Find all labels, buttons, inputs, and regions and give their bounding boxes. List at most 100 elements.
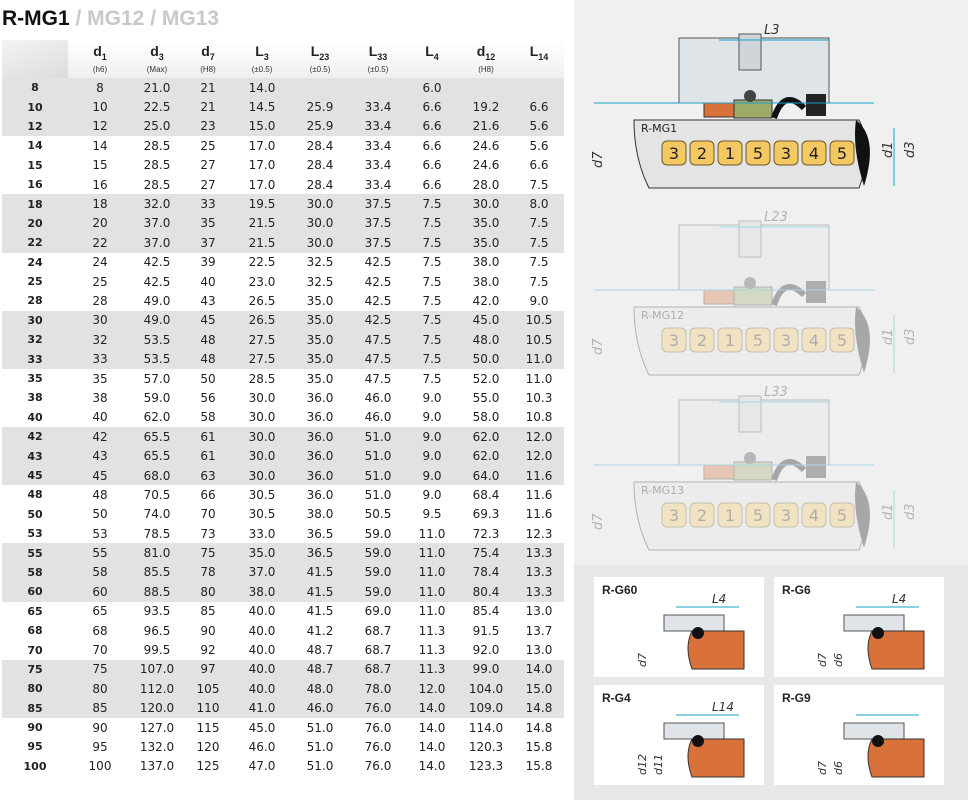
table-cell: 100 xyxy=(88,759,112,774)
table-cell: 7.5 xyxy=(406,349,458,369)
part-number-box xyxy=(717,502,743,528)
page-title: R-MG1 / MG12 / MG13 xyxy=(2,7,220,30)
table-cell: 68 xyxy=(92,623,108,638)
table-cell: 11.0 xyxy=(406,543,458,563)
table-cell: 59.0 xyxy=(350,582,406,602)
table-cell: 73 xyxy=(200,526,216,541)
table-cell: 48 xyxy=(182,349,234,369)
table-cell: 25.0 xyxy=(132,116,182,137)
diagram-label: R-MG12 xyxy=(641,309,684,322)
part-number: 3 xyxy=(669,331,679,350)
table-cell: 38.0 xyxy=(306,507,334,522)
table-cell: 46.0 xyxy=(290,698,350,718)
table-cell: 11.3 xyxy=(406,659,458,680)
table-row: 58 58 85.5 78 37.0 41.5 59.0 11.0 78.4 13.3 xyxy=(2,562,564,583)
table-cell xyxy=(350,78,406,98)
table-cell: 43 xyxy=(200,293,216,308)
table-row: 95 95 132.0 120 46.0 51.0 76.0 14.0 120.3 15.8 xyxy=(2,737,564,756)
table-cell: 114.0 xyxy=(468,720,504,735)
table-cell: 5.6 xyxy=(514,116,564,137)
part-number: 1 xyxy=(725,144,735,163)
seat-o-ring xyxy=(692,735,704,747)
table-cell: 30.0 xyxy=(248,390,276,405)
table-cell: 9.5 xyxy=(422,507,442,522)
table-cell: 30.0 xyxy=(290,233,350,253)
seat-body xyxy=(687,738,745,778)
table-cell: 32 xyxy=(68,330,132,350)
spring-ring xyxy=(806,94,826,116)
table-cell: 137.0 xyxy=(139,759,175,774)
table-cell: 17.0 xyxy=(248,138,276,153)
row-size: 100 xyxy=(23,759,47,773)
table-cell: 64.0 xyxy=(458,465,514,486)
table-cell: 43 xyxy=(68,446,132,466)
table-cell: 61 xyxy=(182,446,234,466)
row-size: 90 xyxy=(27,721,43,735)
table-cell: 37.5 xyxy=(350,233,406,253)
table-cell: 42.0 xyxy=(472,293,500,308)
table-cell: 92.0 xyxy=(472,643,500,658)
col-header-L14: L14 xyxy=(514,40,564,78)
seat-title: R-G60 xyxy=(602,583,638,597)
table-cell: 32.5 xyxy=(306,255,334,270)
part-number: 5 xyxy=(753,506,763,525)
table-cell: 41.5 xyxy=(290,582,350,602)
part-number-box xyxy=(773,502,799,528)
table-cell: 63 xyxy=(182,465,234,486)
table-cell: 65.5 xyxy=(132,427,182,447)
col-tolerance: (Max) xyxy=(146,64,168,74)
housing xyxy=(678,399,830,466)
shaft-end xyxy=(855,120,870,186)
set-screw xyxy=(738,395,762,433)
row-size: 48 xyxy=(27,488,43,502)
col-symbol: L xyxy=(425,43,434,59)
table-cell: 110 xyxy=(182,698,234,718)
table-cell: 47.5 xyxy=(350,349,406,369)
row-size: 42 xyxy=(2,427,68,447)
table-cell: 23 xyxy=(182,116,234,137)
part-number-box xyxy=(829,140,855,166)
col-header-L23: L23 (±0.5) xyxy=(290,40,350,78)
table-cell: 35 xyxy=(92,371,108,386)
table-cell: 70.5 xyxy=(143,487,171,502)
table-cell: 46.0 xyxy=(248,739,276,754)
col-tolerance: (±0.5) xyxy=(251,64,273,74)
table-cell: 38.0 xyxy=(472,255,500,270)
table-cell: 40 xyxy=(92,410,108,425)
table-cell: 92 xyxy=(200,643,216,658)
table-cell: 48 xyxy=(182,330,234,350)
spring-ring xyxy=(806,281,826,303)
diagram-r-mg1: L3 R-MG1 3 2 1 5 3 4 5 d7 d1 d3 xyxy=(574,8,968,198)
table-cell: 14.0 xyxy=(418,739,446,754)
row-size: 80 xyxy=(2,679,68,699)
table-cell: 60 xyxy=(68,582,132,602)
part-number: 5 xyxy=(837,144,847,163)
table-cell: 45.0 xyxy=(458,310,514,331)
seat-axis-label: d6 xyxy=(832,653,845,667)
table-cell: 35.0 xyxy=(290,349,350,369)
table-cell: 7.5 xyxy=(422,293,442,308)
table-cell: 32.0 xyxy=(132,194,182,214)
col-tolerance: (±0.5) xyxy=(367,64,389,74)
part-number: 4 xyxy=(809,506,819,525)
shaft xyxy=(633,306,867,376)
table-cell: 7.5 xyxy=(406,213,458,234)
row-size: 15 xyxy=(27,158,43,172)
col-header-d1: d1 (h6) xyxy=(68,40,132,78)
part-number: 3 xyxy=(781,506,791,525)
table-cell: 30.0 xyxy=(234,465,290,486)
seat-body xyxy=(867,630,925,670)
table-row: 30 30 49.0 45 26.5 35.0 42.5 7.5 45.0 10.5 xyxy=(2,310,564,331)
part-number-box xyxy=(801,502,827,528)
seat-title: R-G4 xyxy=(602,691,631,705)
table-cell: 11.6 xyxy=(525,507,553,522)
table-cell: 33.0 xyxy=(248,526,276,541)
table-cell: 75 xyxy=(182,543,234,563)
shaft-end xyxy=(855,482,870,548)
table-cell: 7.5 xyxy=(529,177,549,192)
table-cell: 33.4 xyxy=(364,158,392,173)
table-cell: 14.8 xyxy=(525,720,553,735)
part-number: 1 xyxy=(725,506,735,525)
table-cell: 59.0 xyxy=(143,390,171,405)
